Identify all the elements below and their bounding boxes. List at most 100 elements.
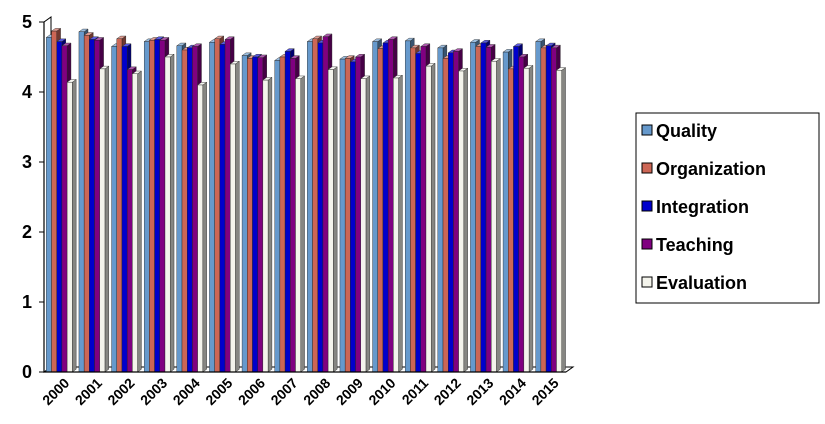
bar-front bbox=[51, 30, 57, 373]
y-tick-label: 4 bbox=[22, 82, 32, 102]
bar-side bbox=[430, 62, 436, 373]
y-axis: 0 1 2 3 4 5 bbox=[22, 12, 45, 382]
x-tick-label: 2015 bbox=[528, 375, 561, 408]
x-tick-label: 2000 bbox=[39, 375, 72, 408]
bar-front bbox=[78, 31, 85, 373]
legend-swatch bbox=[641, 124, 653, 136]
bar bbox=[196, 81, 208, 373]
bar-side bbox=[137, 70, 142, 373]
bar-side bbox=[267, 76, 273, 373]
x-tick-label: 2012 bbox=[431, 375, 464, 408]
bar-front bbox=[377, 48, 384, 373]
y-tick-label: 0 bbox=[22, 362, 32, 382]
bar-front bbox=[143, 41, 150, 373]
bar-front bbox=[66, 81, 73, 373]
bar-side bbox=[398, 74, 403, 373]
bar-front bbox=[159, 40, 166, 373]
bar-front bbox=[252, 56, 258, 373]
bar bbox=[360, 75, 371, 373]
bar bbox=[66, 79, 77, 373]
bar-front bbox=[540, 47, 547, 373]
bar bbox=[164, 53, 175, 373]
bar-front bbox=[219, 44, 226, 373]
bar-front bbox=[149, 40, 155, 373]
bar-front bbox=[307, 41, 313, 373]
bar-front bbox=[485, 47, 492, 373]
bar-front bbox=[83, 35, 90, 373]
bar-front bbox=[508, 68, 514, 373]
bar-front bbox=[535, 41, 542, 373]
bar-front bbox=[410, 47, 416, 373]
bar-front bbox=[99, 68, 106, 373]
bar-front bbox=[257, 57, 264, 373]
bar-front bbox=[274, 60, 281, 373]
bar-front bbox=[197, 84, 204, 373]
x-tick-label: 2005 bbox=[202, 375, 235, 408]
legend-item: Evaluation bbox=[641, 273, 747, 293]
x-tick-label: 2004 bbox=[170, 375, 203, 408]
bar-front bbox=[284, 51, 291, 373]
bar-side bbox=[365, 75, 370, 373]
bar bbox=[523, 65, 534, 373]
legend-swatch bbox=[641, 276, 653, 288]
bar-front bbox=[209, 42, 215, 373]
bar bbox=[392, 74, 404, 373]
x-tick-label: 2007 bbox=[267, 375, 300, 408]
bar-front bbox=[502, 51, 509, 373]
bar-front bbox=[404, 40, 411, 373]
bar-front bbox=[230, 63, 236, 373]
bar-side bbox=[235, 60, 240, 373]
legend-label: Organization bbox=[656, 159, 766, 179]
bar-side bbox=[104, 65, 109, 373]
legend-item: Integration bbox=[641, 197, 749, 217]
bar-front bbox=[350, 61, 356, 373]
bar-front bbox=[176, 45, 183, 373]
bar-front bbox=[523, 67, 530, 373]
bar-front bbox=[448, 52, 454, 373]
bar-front bbox=[312, 38, 318, 373]
bar-front bbox=[339, 58, 346, 373]
bar-side bbox=[333, 66, 338, 373]
bar-front bbox=[393, 77, 399, 373]
bar bbox=[490, 58, 501, 373]
x-tick-label: 2001 bbox=[72, 375, 105, 408]
x-tick-label: 2013 bbox=[463, 375, 496, 408]
bar-front bbox=[453, 51, 459, 373]
legend-box bbox=[635, 112, 820, 304]
x-tick-label: 2010 bbox=[365, 375, 398, 408]
bar-front bbox=[56, 41, 63, 373]
bar bbox=[425, 62, 436, 373]
bar-front bbox=[241, 55, 248, 373]
bar-front bbox=[360, 78, 367, 373]
bar-front bbox=[480, 42, 487, 373]
legend-item: Organization bbox=[641, 159, 766, 179]
x-tick-label: 2006 bbox=[235, 375, 268, 408]
bar-front bbox=[437, 47, 444, 373]
bar-front bbox=[513, 46, 519, 373]
bar-front bbox=[111, 46, 117, 373]
bar-front bbox=[126, 69, 133, 373]
bar-side bbox=[72, 79, 77, 373]
bar-front bbox=[344, 58, 351, 373]
bar-front bbox=[518, 56, 525, 373]
bar bbox=[555, 67, 567, 373]
bar-front bbox=[247, 58, 253, 373]
bar-front bbox=[224, 39, 231, 373]
bar-front bbox=[491, 61, 497, 373]
legend-label: Evaluation bbox=[656, 273, 747, 293]
y-tick-label: 3 bbox=[22, 152, 32, 172]
bar-front bbox=[46, 37, 52, 373]
bar-front bbox=[116, 38, 123, 373]
bar-front bbox=[425, 65, 432, 373]
bar-front bbox=[279, 56, 286, 373]
bar-front bbox=[415, 53, 421, 373]
bar-front bbox=[420, 46, 427, 373]
bar-side bbox=[496, 58, 501, 373]
bar-front bbox=[475, 46, 482, 373]
bar-front bbox=[382, 42, 389, 373]
legend-swatch bbox=[641, 200, 653, 212]
bar-front bbox=[154, 39, 160, 373]
bar-front bbox=[121, 46, 128, 373]
bar-front bbox=[187, 47, 193, 373]
